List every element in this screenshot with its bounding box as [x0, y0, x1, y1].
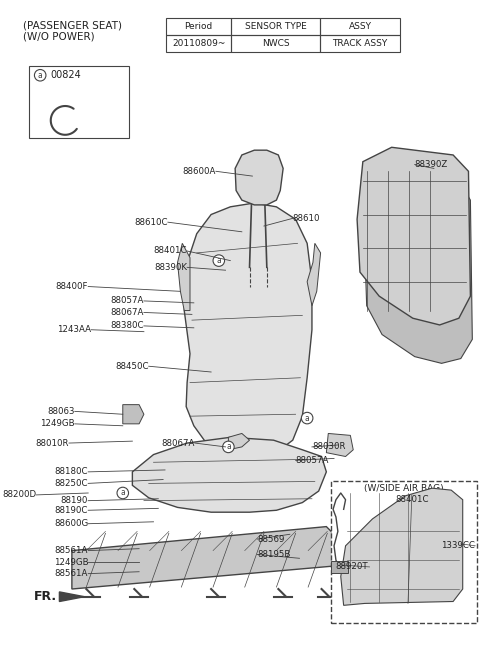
Polygon shape — [60, 592, 84, 602]
Bar — [331, 561, 348, 573]
Text: a: a — [216, 256, 221, 265]
Polygon shape — [132, 437, 326, 512]
Text: 88380C: 88380C — [110, 322, 144, 331]
Text: (W/O POWER): (W/O POWER) — [23, 32, 95, 42]
Bar — [166, 35, 231, 52]
Text: 1249GB: 1249GB — [40, 419, 75, 428]
Text: 88067A: 88067A — [110, 308, 144, 317]
Polygon shape — [307, 243, 321, 306]
Text: 88057A: 88057A — [110, 296, 144, 305]
Text: 1243AA: 1243AA — [57, 325, 91, 334]
Polygon shape — [72, 527, 346, 589]
Text: FR.: FR. — [34, 590, 57, 603]
Text: a: a — [305, 413, 310, 422]
Text: 88401C: 88401C — [395, 495, 429, 504]
Circle shape — [213, 255, 225, 267]
Bar — [231, 17, 320, 35]
Text: 88920T: 88920T — [335, 562, 368, 571]
Text: 88600A: 88600A — [182, 167, 216, 176]
Text: a: a — [38, 71, 43, 80]
Circle shape — [223, 441, 234, 453]
Text: NWCS: NWCS — [262, 39, 289, 48]
Circle shape — [301, 412, 313, 424]
Text: 88010R: 88010R — [36, 439, 69, 448]
Text: TRACK ASSY: TRACK ASSY — [332, 39, 387, 48]
Circle shape — [117, 487, 129, 499]
Text: (W/SIDE AIR BAG): (W/SIDE AIR BAG) — [364, 484, 444, 492]
Text: 88190C: 88190C — [55, 506, 88, 515]
Text: ASSY: ASSY — [348, 22, 372, 31]
Text: 88610C: 88610C — [134, 217, 168, 226]
Text: 88190: 88190 — [61, 496, 88, 505]
Circle shape — [35, 69, 46, 81]
Text: 88057A: 88057A — [296, 456, 329, 465]
Text: a: a — [226, 443, 231, 452]
Text: 88610: 88610 — [293, 214, 320, 223]
Bar — [331, 481, 477, 622]
Polygon shape — [178, 243, 190, 311]
Text: 88401C: 88401C — [154, 247, 187, 256]
Text: 88400F: 88400F — [56, 282, 88, 291]
Text: 88250C: 88250C — [55, 479, 88, 488]
Text: 88450C: 88450C — [115, 362, 149, 371]
Text: 88561A: 88561A — [55, 569, 88, 578]
Text: 88067A: 88067A — [161, 439, 195, 448]
Polygon shape — [357, 148, 470, 325]
Polygon shape — [365, 176, 472, 364]
Text: (PASSENGER SEAT): (PASSENGER SEAT) — [23, 20, 122, 30]
Text: 88063: 88063 — [47, 407, 75, 416]
Polygon shape — [228, 433, 250, 450]
Polygon shape — [123, 404, 144, 424]
Polygon shape — [326, 433, 353, 457]
Text: 88195B: 88195B — [257, 550, 290, 559]
Polygon shape — [235, 150, 283, 205]
Text: 88390Z: 88390Z — [415, 160, 448, 169]
Text: 00824: 00824 — [51, 71, 82, 80]
Polygon shape — [184, 203, 312, 457]
Text: 88390K: 88390K — [154, 263, 187, 272]
Text: Period: Period — [184, 22, 213, 31]
Text: 88030R: 88030R — [312, 443, 346, 452]
Text: 1339CC: 1339CC — [441, 542, 475, 551]
Text: 88600G: 88600G — [54, 520, 88, 528]
Text: 88569: 88569 — [257, 534, 285, 543]
Bar — [320, 35, 400, 52]
Text: 88561A: 88561A — [55, 546, 88, 555]
Text: 88200D: 88200D — [2, 490, 36, 499]
Polygon shape — [341, 488, 463, 606]
Text: SENSOR TYPE: SENSOR TYPE — [245, 22, 306, 31]
Bar — [320, 17, 400, 35]
Bar — [29, 65, 130, 138]
Text: a: a — [120, 488, 125, 498]
Text: 20110809~: 20110809~ — [172, 39, 225, 48]
Text: 88180C: 88180C — [55, 467, 88, 476]
Bar — [231, 35, 320, 52]
Text: 1249GB: 1249GB — [54, 558, 88, 567]
Bar — [166, 17, 231, 35]
